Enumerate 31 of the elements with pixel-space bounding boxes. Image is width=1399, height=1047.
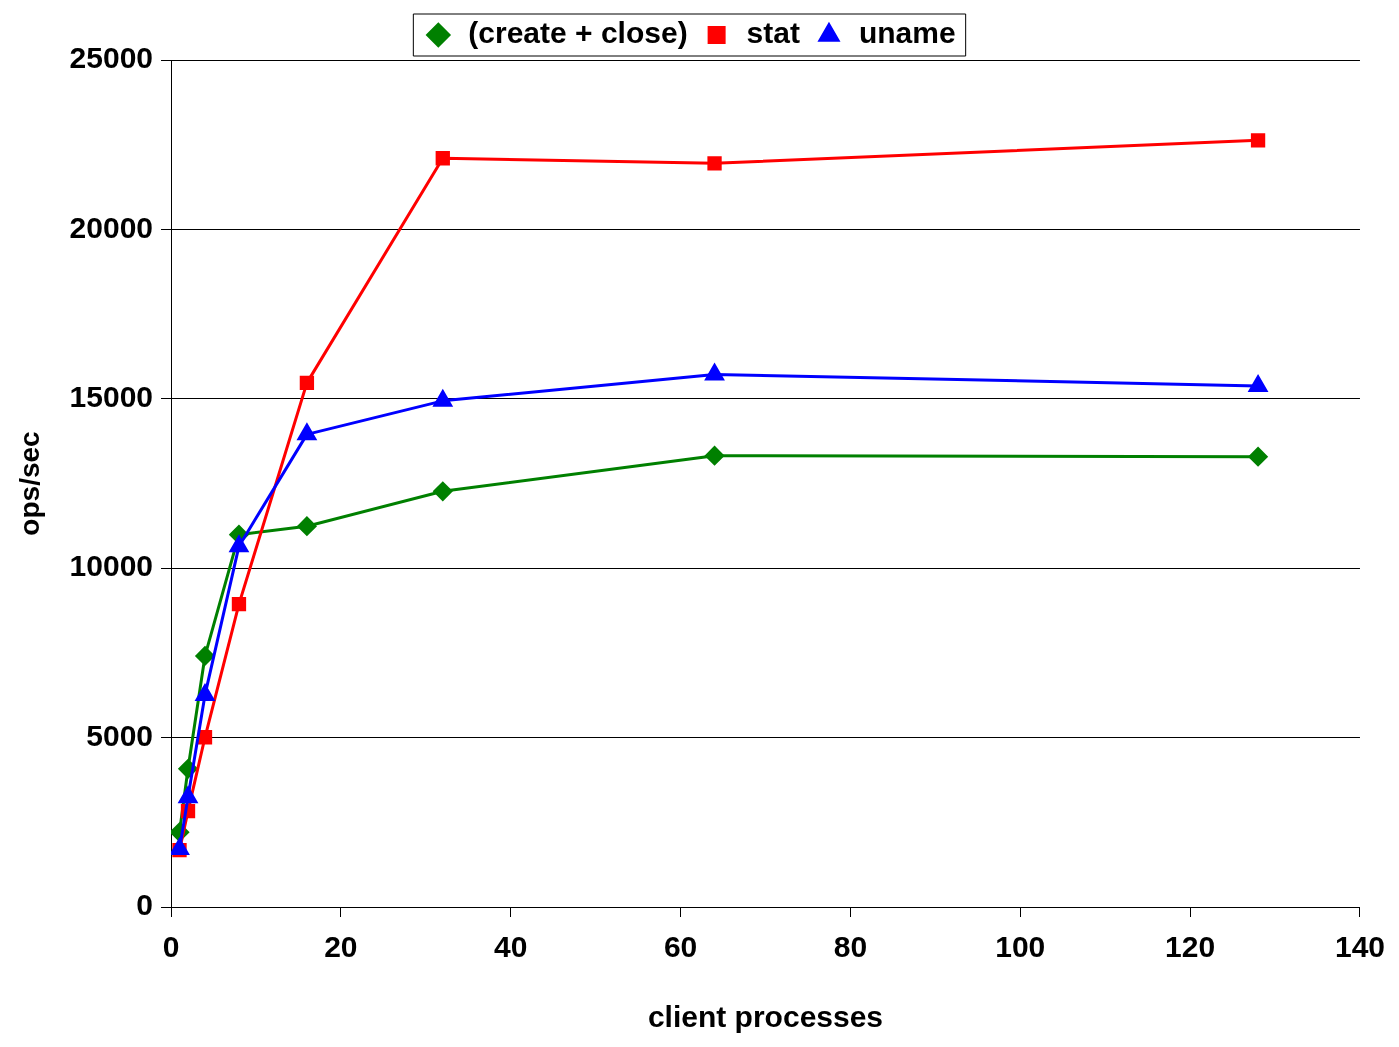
legend-label: uname: [858, 16, 956, 50]
point: [433, 481, 453, 501]
point: [171, 838, 189, 856]
y-tick-label: 5000: [86, 718, 154, 752]
legend-label: stat: [746, 16, 800, 50]
x-tick-label: 120: [1165, 930, 1216, 964]
point: [1250, 133, 1266, 148]
y-axis-title: ops/sec: [13, 431, 45, 536]
x-tick-label: 140: [1334, 930, 1385, 964]
y-tick-label: 20000: [69, 210, 154, 244]
legend-label: (create + close): [468, 16, 688, 50]
x-tick-label: 0: [162, 930, 180, 964]
point: [297, 516, 317, 536]
y-tick-label: 0: [136, 888, 154, 922]
point: [299, 375, 315, 391]
point: [195, 646, 215, 666]
point: [1248, 447, 1268, 467]
point: [705, 446, 725, 466]
point: [707, 156, 722, 171]
point: [231, 596, 247, 612]
point: [178, 786, 198, 804]
x-tick-label: 60: [663, 930, 698, 964]
x-tick-label: 40: [494, 930, 528, 964]
x-tick-label: 20: [324, 930, 358, 964]
point: [435, 151, 450, 166]
y-tick-label: 10000: [69, 549, 154, 583]
x-tick-label: 100: [995, 930, 1046, 964]
x-tick-label: 80: [833, 930, 868, 964]
y-tick-label: 15000: [69, 380, 154, 414]
y-tick-label: 25000: [69, 41, 154, 75]
x-axis-title: client processes: [647, 1000, 884, 1034]
